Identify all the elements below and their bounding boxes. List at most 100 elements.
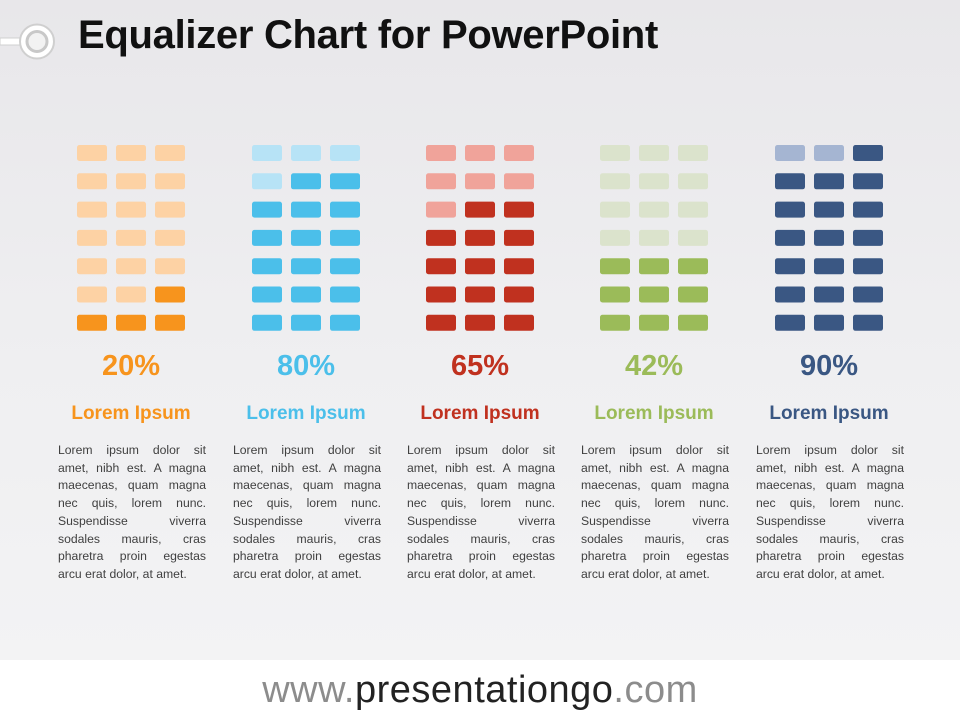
equalizer-segment bbox=[814, 258, 844, 275]
equalizer-segment bbox=[252, 286, 282, 303]
equalizer-segment bbox=[155, 201, 185, 218]
category-heading: Lorem Ipsum bbox=[246, 403, 366, 424]
equalizer-segment bbox=[330, 201, 360, 218]
equalizer-segment bbox=[426, 201, 456, 218]
category-description: Lorem ipsum dolor sit amet, nibh est. A … bbox=[581, 443, 729, 581]
equalizer-segment bbox=[814, 201, 844, 218]
equalizer-segment bbox=[465, 286, 495, 303]
equalizer-segment bbox=[291, 229, 321, 246]
equalizer-segment bbox=[426, 258, 456, 275]
equalizer-segment bbox=[155, 173, 185, 190]
equalizer-segment bbox=[252, 201, 282, 218]
equalizer-segment bbox=[77, 314, 107, 331]
equalizer-segment bbox=[116, 145, 146, 161]
equalizer-segment bbox=[853, 201, 883, 218]
category-heading: Lorem Ipsum bbox=[71, 403, 191, 424]
equalizer-segment bbox=[600, 145, 630, 161]
equalizer-segment bbox=[155, 286, 185, 303]
equalizer-segment bbox=[426, 145, 456, 161]
equalizer-segment bbox=[775, 145, 805, 161]
equalizer-segment bbox=[330, 286, 360, 303]
equalizer-segment bbox=[77, 173, 107, 190]
category-description: Lorem ipsum dolor sit amet, nibh est. A … bbox=[756, 443, 904, 581]
footer-suffix: .com bbox=[613, 669, 698, 711]
equalizer-segment bbox=[291, 314, 321, 331]
equalizer-segment bbox=[426, 229, 456, 246]
equalizer-segment bbox=[155, 314, 185, 331]
equalizer-segment bbox=[504, 201, 534, 218]
equalizer-segment bbox=[330, 229, 360, 246]
equalizer-bar-3 bbox=[426, 145, 534, 331]
equalizer-segment bbox=[77, 145, 107, 161]
equalizer-segment bbox=[678, 201, 708, 218]
equalizer-segment bbox=[155, 229, 185, 246]
equalizer-segment bbox=[775, 201, 805, 218]
equalizer-segment bbox=[639, 145, 669, 161]
equalizer-segment bbox=[775, 173, 805, 190]
equalizer-segment bbox=[77, 229, 107, 246]
equalizer-segment bbox=[814, 173, 844, 190]
equalizer-segment bbox=[426, 286, 456, 303]
equalizer-segment bbox=[252, 145, 282, 161]
equalizer-segment bbox=[775, 314, 805, 331]
equalizer-segment bbox=[853, 286, 883, 303]
equalizer-segment bbox=[600, 314, 630, 331]
equalizer-segment bbox=[116, 286, 146, 303]
category-heading: Lorem Ipsum bbox=[594, 403, 714, 424]
equalizer-segment bbox=[678, 229, 708, 246]
equalizer-segment bbox=[155, 258, 185, 275]
equalizer-segment bbox=[116, 201, 146, 218]
value-label: 65% bbox=[450, 350, 510, 382]
slide: Equalizer Chart for PowerPoint 20% Lorem … bbox=[0, 0, 960, 660]
equalizer-segment bbox=[504, 229, 534, 246]
equalizer-segment bbox=[600, 286, 630, 303]
equalizer-segment bbox=[678, 173, 708, 190]
equalizer-segment bbox=[504, 314, 534, 331]
equalizer-segment bbox=[775, 258, 805, 275]
equalizer-segment bbox=[600, 258, 630, 275]
value-label: 80% bbox=[276, 350, 336, 382]
equalizer-segment bbox=[639, 201, 669, 218]
equalizer-segment bbox=[291, 258, 321, 275]
equalizer-segment bbox=[853, 258, 883, 275]
equalizer-segment bbox=[426, 173, 456, 190]
equalizer-segment bbox=[291, 201, 321, 218]
equalizer-segment bbox=[853, 314, 883, 331]
equalizer-segment bbox=[600, 173, 630, 190]
equalizer-segment bbox=[814, 286, 844, 303]
equalizer-segment bbox=[291, 145, 321, 161]
equalizer-segment bbox=[465, 173, 495, 190]
equalizer-segment bbox=[465, 201, 495, 218]
equalizer-segment bbox=[155, 145, 185, 161]
category-heading: Lorem Ipsum bbox=[769, 403, 889, 424]
equalizer-segment bbox=[330, 258, 360, 275]
equalizer-segment bbox=[600, 229, 630, 246]
equalizer-segment bbox=[291, 286, 321, 303]
equalizer-segment bbox=[504, 173, 534, 190]
footer-site: presentationgo bbox=[355, 669, 614, 711]
equalizer-segment bbox=[504, 286, 534, 303]
equalizer-segment bbox=[465, 314, 495, 331]
equalizer-bar-5 bbox=[775, 145, 883, 331]
equalizer-segment bbox=[639, 286, 669, 303]
equalizer-segment bbox=[639, 314, 669, 331]
equalizer-segment bbox=[116, 173, 146, 190]
equalizer-segment bbox=[465, 229, 495, 246]
category-description: Lorem ipsum dolor sit amet, nibh est. A … bbox=[407, 443, 555, 581]
equalizer-bar-1 bbox=[77, 145, 185, 331]
equalizer-segment bbox=[77, 201, 107, 218]
value-label: 90% bbox=[799, 350, 859, 382]
equalizer-segment bbox=[252, 258, 282, 275]
equalizer-segment bbox=[116, 258, 146, 275]
footer-prefix: www. bbox=[262, 669, 355, 711]
equalizer-segment bbox=[814, 229, 844, 246]
equalizer-segment bbox=[291, 173, 321, 190]
equalizer-segment bbox=[678, 145, 708, 161]
equalizer-segment bbox=[465, 258, 495, 275]
equalizer-segment bbox=[504, 258, 534, 275]
equalizer-segment bbox=[639, 229, 669, 246]
equalizer-segment bbox=[775, 229, 805, 246]
equalizer-segment bbox=[678, 286, 708, 303]
equalizer-segment bbox=[600, 201, 630, 218]
equalizer-segment bbox=[426, 314, 456, 331]
